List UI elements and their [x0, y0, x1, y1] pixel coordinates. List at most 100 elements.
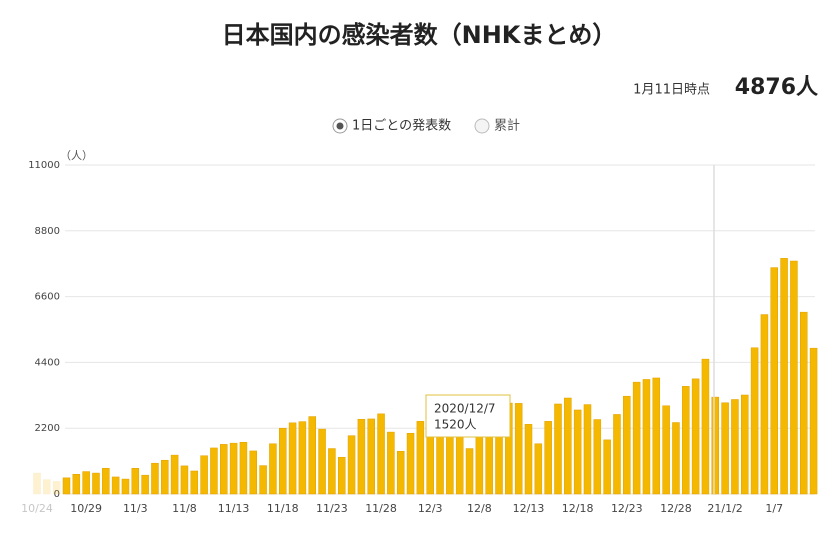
bar [161, 459, 169, 495]
y-unit: （人） [60, 149, 93, 162]
bar [33, 472, 41, 495]
bar [711, 396, 720, 495]
bar [43, 479, 51, 495]
bar [603, 439, 611, 495]
bar [151, 462, 159, 495]
bar [573, 409, 582, 495]
bar [583, 404, 592, 495]
bar [52, 481, 61, 495]
chart-title: 日本国内の感染者数（NHKまとめ） [222, 21, 617, 49]
bar [406, 433, 415, 495]
y-tick-label: 11000 [28, 160, 60, 171]
latest-count: 4876人 [735, 75, 818, 100]
bar [387, 431, 395, 495]
bar [642, 379, 651, 495]
bar [455, 432, 464, 495]
x-tick-label: 12/13 [513, 502, 545, 515]
x-tick-label: 11/23 [316, 502, 348, 515]
bar [465, 448, 474, 495]
bar [308, 416, 316, 495]
bar [770, 267, 778, 495]
x-tick-label: 10/24 [21, 502, 53, 515]
bar [750, 347, 759, 495]
bar [377, 413, 385, 495]
bar [347, 435, 356, 495]
bar [721, 402, 729, 495]
x-tick-label: 11/3 [123, 502, 148, 515]
bar [190, 470, 199, 495]
tooltip: 2020/12/7 1520人 [425, 394, 511, 438]
x-tick-label: 12/8 [467, 502, 492, 515]
bar [731, 399, 739, 495]
bar [111, 476, 120, 495]
bar [121, 478, 130, 495]
as-of: 1月11日時点 [633, 83, 710, 98]
bar [652, 377, 661, 495]
x-tick-label: 1/7 [765, 502, 783, 515]
bar [170, 454, 179, 495]
y-tick-label: 6600 [35, 292, 60, 303]
bar [318, 428, 326, 495]
tooltip-box [425, 394, 511, 438]
bar [741, 394, 749, 495]
bar [298, 421, 307, 495]
bar [534, 443, 543, 495]
x-tick-label: 10/29 [70, 502, 102, 515]
bar [691, 378, 700, 495]
bar [210, 447, 218, 495]
bar [416, 421, 425, 495]
bar [62, 477, 71, 495]
option-label: 1日ごとの発表数 [352, 118, 451, 134]
bar [200, 455, 208, 495]
option-label: 累計 [494, 118, 520, 134]
x-tick-label: 12/28 [660, 502, 692, 515]
bar [544, 421, 552, 495]
bar [672, 422, 680, 495]
bar [131, 468, 140, 495]
bar [613, 414, 621, 495]
x-tick-label: 21/1/2 [707, 502, 742, 515]
bar [288, 422, 297, 495]
bar [141, 474, 149, 495]
bar [249, 450, 258, 495]
x-tick-label: 11/18 [267, 502, 299, 515]
bar [102, 468, 110, 495]
y-tick-label: 8800 [35, 226, 60, 237]
bar [279, 427, 287, 495]
bar [396, 450, 405, 495]
radio[interactable] [474, 118, 490, 134]
bar [760, 314, 769, 495]
radio-daily[interactable]: 1日ごとの発表数 [332, 118, 451, 134]
bar [554, 403, 562, 495]
y-tick-label: 2200 [35, 423, 60, 434]
bar [632, 381, 641, 495]
bar [229, 442, 238, 495]
bar [593, 419, 602, 495]
bar [357, 418, 366, 495]
y-tick-label: 4400 [35, 357, 60, 368]
bar [524, 424, 533, 495]
radio-dot [336, 122, 344, 130]
bar [92, 472, 100, 495]
bar [662, 405, 670, 495]
bar [564, 397, 572, 495]
bar [623, 395, 631, 495]
tooltip-date: 2020/12/7 [434, 402, 496, 416]
bar [82, 471, 90, 495]
bar [328, 448, 336, 495]
tooltip-value: 1520人 [434, 418, 477, 432]
bar [790, 260, 798, 495]
bar [701, 358, 710, 495]
bar [799, 311, 808, 495]
bar [72, 474, 81, 495]
radio-total[interactable]: 累計 [474, 118, 520, 134]
bar [514, 403, 523, 495]
x-tick-label: 11/28 [365, 502, 397, 515]
bar [239, 442, 248, 495]
bar [475, 433, 484, 495]
x-tick-label: 11/13 [218, 502, 250, 515]
bar [220, 444, 228, 495]
bar [180, 465, 189, 495]
